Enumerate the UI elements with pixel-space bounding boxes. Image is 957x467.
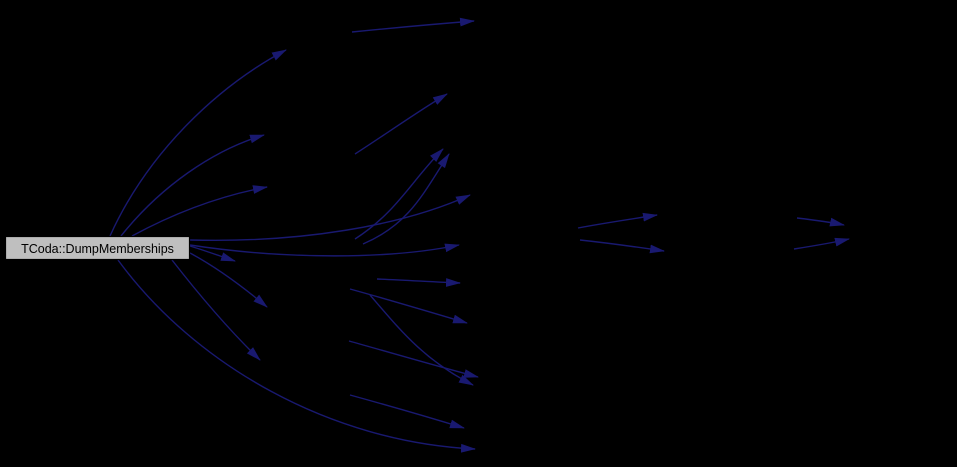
root-node-label: TCoda::DumpMemberships bbox=[21, 242, 174, 256]
graph-edge-mid-edge-down-1 bbox=[349, 288, 468, 324]
graph-edge-root-to-callee-4 bbox=[189, 245, 236, 262]
graph-edge-root-to-col2-a bbox=[189, 194, 471, 242]
graph-edge-mid-edge-top bbox=[351, 17, 475, 33]
graph-edge-mid-edge-down-2 bbox=[348, 340, 479, 378]
graph-edge-col2-to-col3-down bbox=[579, 239, 665, 254]
graph-node-root[interactable]: TCoda::DumpMemberships bbox=[4, 235, 191, 261]
graph-edge-root-to-callee-6 bbox=[171, 259, 261, 361]
graph-edge-mid-edge-s-down bbox=[369, 294, 474, 386]
graph-edge-mid-edge-s-up-a bbox=[354, 148, 444, 240]
graph-edge-mid-edge-down-3 bbox=[349, 394, 465, 429]
graph-edge-root-to-callee-2 bbox=[120, 134, 265, 237]
graph-edge-col3-to-col4-a bbox=[796, 217, 845, 227]
edges-layer bbox=[109, 17, 850, 453]
graph-edge-root-to-col2-b bbox=[189, 243, 460, 257]
graph-edge-mid-edge-flat bbox=[376, 278, 461, 287]
graph-edge-root-to-callee-1 bbox=[109, 49, 287, 237]
root-node-box[interactable] bbox=[4, 235, 191, 261]
graph-edge-mid-edge-rise bbox=[354, 93, 448, 155]
graph-edge-root-to-callee-7-long bbox=[117, 259, 476, 453]
graph-edge-root-to-callee-5 bbox=[189, 252, 268, 308]
graph-edge-root-to-callee-3 bbox=[131, 185, 268, 237]
graph-edge-mid-edge-s-up-b bbox=[362, 153, 450, 245]
graph-edge-col3-to-col4-b bbox=[793, 237, 850, 250]
graph-edge-col2-to-col3-up bbox=[577, 212, 658, 229]
